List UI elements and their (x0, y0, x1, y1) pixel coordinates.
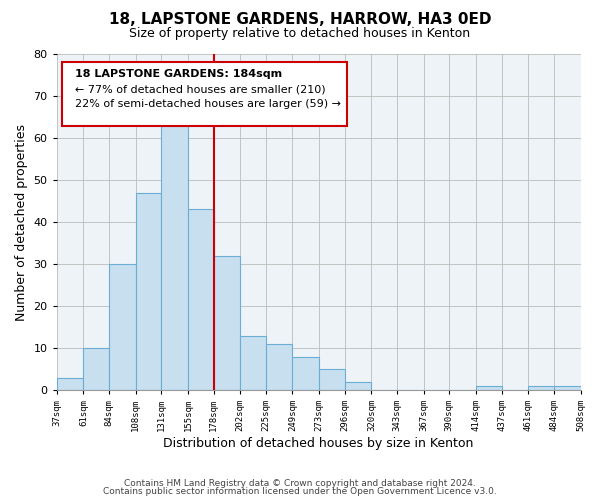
X-axis label: Distribution of detached houses by size in Kenton: Distribution of detached houses by size … (163, 437, 474, 450)
Bar (266, 344, 292, 390)
Bar (554, 386, 581, 390)
Bar (214, 256, 240, 390)
Bar (188, 210, 214, 390)
Text: Contains public sector information licensed under the Open Government Licence v3: Contains public sector information licen… (103, 487, 497, 496)
Bar (57, 378, 83, 390)
Bar (319, 369, 345, 390)
Bar (161, 113, 188, 390)
Bar (476, 386, 502, 390)
Bar (528, 386, 554, 390)
Bar (345, 382, 371, 390)
Text: Contains HM Land Registry data © Crown copyright and database right 2024.: Contains HM Land Registry data © Crown c… (124, 478, 476, 488)
Bar (292, 356, 319, 390)
Text: 18, LAPSTONE GARDENS, HARROW, HA3 0ED: 18, LAPSTONE GARDENS, HARROW, HA3 0ED (109, 12, 491, 28)
Bar (109, 264, 136, 390)
Text: ← 77% of detached houses are smaller (210): ← 77% of detached houses are smaller (21… (75, 84, 326, 94)
Text: Size of property relative to detached houses in Kenton: Size of property relative to detached ho… (130, 28, 470, 40)
Bar (136, 192, 161, 390)
Bar (240, 336, 266, 390)
Bar (83, 348, 109, 390)
Text: 22% of semi-detached houses are larger (59) →: 22% of semi-detached houses are larger (… (75, 100, 341, 110)
FancyBboxPatch shape (62, 62, 347, 126)
Text: 18 LAPSTONE GARDENS: 184sqm: 18 LAPSTONE GARDENS: 184sqm (75, 69, 282, 79)
Y-axis label: Number of detached properties: Number of detached properties (15, 124, 28, 320)
